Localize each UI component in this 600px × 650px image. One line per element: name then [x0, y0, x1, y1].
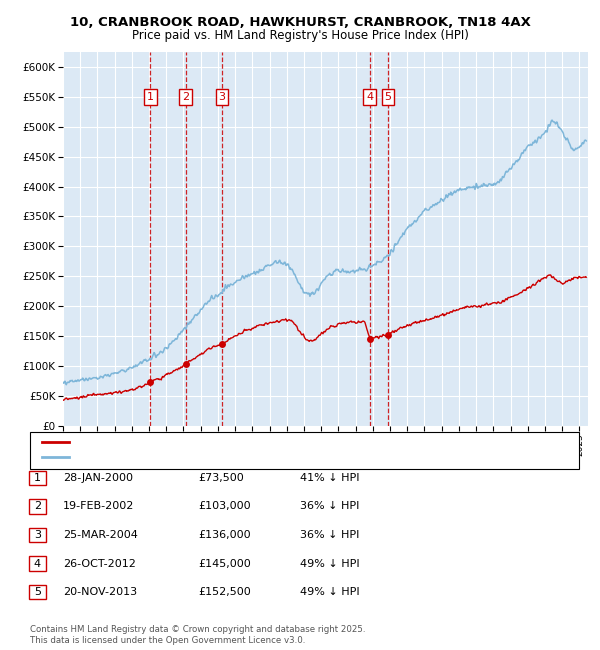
Text: £145,000: £145,000	[198, 558, 251, 569]
Text: Price paid vs. HM Land Registry's House Price Index (HPI): Price paid vs. HM Land Registry's House …	[131, 29, 469, 42]
Text: £103,000: £103,000	[198, 501, 251, 512]
Text: 49% ↓ HPI: 49% ↓ HPI	[300, 587, 359, 597]
Text: 4: 4	[34, 558, 41, 569]
Text: 41% ↓ HPI: 41% ↓ HPI	[300, 473, 359, 483]
Text: 5: 5	[385, 92, 392, 102]
Text: £152,500: £152,500	[198, 587, 251, 597]
Text: 26-OCT-2012: 26-OCT-2012	[63, 558, 136, 569]
Text: £73,500: £73,500	[198, 473, 244, 483]
Text: 2: 2	[182, 92, 189, 102]
Text: 36% ↓ HPI: 36% ↓ HPI	[300, 501, 359, 512]
Text: 25-MAR-2004: 25-MAR-2004	[63, 530, 138, 540]
Text: 19-FEB-2002: 19-FEB-2002	[63, 501, 134, 512]
Text: 36% ↓ HPI: 36% ↓ HPI	[300, 530, 359, 540]
Text: 28-JAN-2000: 28-JAN-2000	[63, 473, 133, 483]
Text: HPI: Average price, semi-detached house, Tunbridge Wells: HPI: Average price, semi-detached house,…	[75, 452, 366, 462]
Text: 10, CRANBROOK ROAD, HAWKHURST, CRANBROOK, TN18 4AX (semi-detached house): 10, CRANBROOK ROAD, HAWKHURST, CRANBROOK…	[75, 437, 504, 447]
Text: 10, CRANBROOK ROAD, HAWKHURST, CRANBROOK, TN18 4AX: 10, CRANBROOK ROAD, HAWKHURST, CRANBROOK…	[70, 16, 530, 29]
Text: £136,000: £136,000	[198, 530, 251, 540]
Text: 5: 5	[34, 587, 41, 597]
Text: 4: 4	[366, 92, 373, 102]
Text: Contains HM Land Registry data © Crown copyright and database right 2025.
This d: Contains HM Land Registry data © Crown c…	[30, 625, 365, 645]
Text: 49% ↓ HPI: 49% ↓ HPI	[300, 558, 359, 569]
Text: 1: 1	[147, 92, 154, 102]
Text: 3: 3	[34, 530, 41, 540]
Text: 3: 3	[218, 92, 226, 102]
Text: 20-NOV-2013: 20-NOV-2013	[63, 587, 137, 597]
Text: 2: 2	[34, 501, 41, 512]
Text: 1: 1	[34, 473, 41, 483]
